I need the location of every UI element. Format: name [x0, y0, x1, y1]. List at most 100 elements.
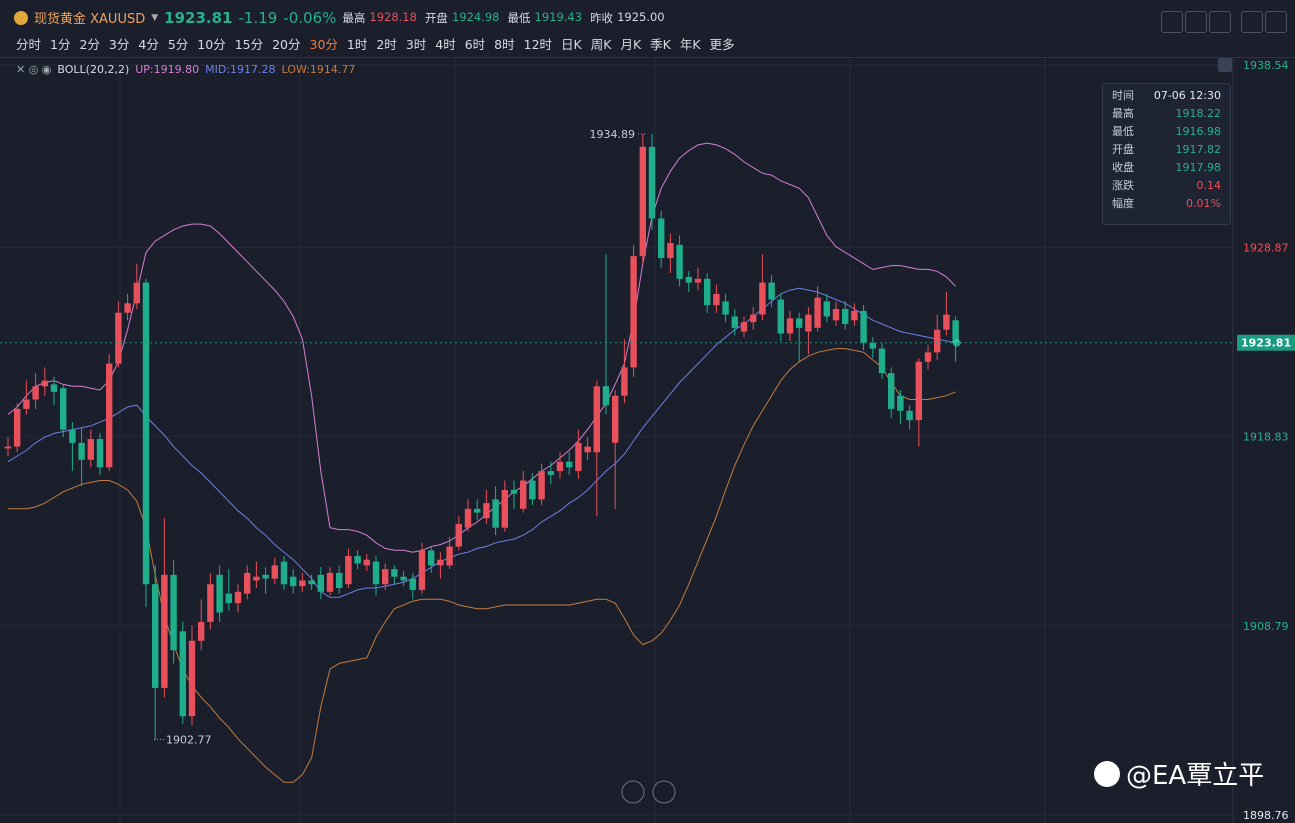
- candle-body: [382, 569, 389, 585]
- price-dot: [952, 338, 961, 347]
- candle-body: [14, 408, 21, 447]
- candle-body: [602, 386, 610, 406]
- tooltip-label: 涨跌: [1112, 179, 1134, 192]
- tooltip-label: 幅度: [1112, 197, 1134, 210]
- candle-body: [934, 329, 941, 353]
- expand-button[interactable]: [1241, 11, 1263, 33]
- candle-body: [786, 318, 794, 334]
- candle-body: [915, 361, 922, 421]
- timeframe[interactable]: 3时: [405, 37, 427, 52]
- stat-label: 最高: [342, 10, 366, 25]
- tooltip: 时间 07-06 12:30 最高 1918.22 最低 1916.98 开盘 1917.82…: [1102, 83, 1231, 225]
- candle-body: [676, 244, 683, 279]
- tooltip-row: 时间 07-06 12:30: [1103, 87, 1230, 105]
- candle-body: [943, 314, 950, 330]
- timeframe[interactable]: 月K: [620, 37, 642, 52]
- stat-value: 1924.98: [451, 9, 500, 24]
- candle-body: [704, 278, 711, 306]
- tooltip-value: 1917.98: [1175, 161, 1222, 174]
- timeframe[interactable]: 30分: [309, 37, 338, 52]
- tool-button[interactable]: [1185, 11, 1207, 33]
- candle-body: [667, 242, 674, 259]
- candle-body: [354, 555, 361, 564]
- candle-body: [400, 576, 407, 581]
- tool-button[interactable]: [1161, 11, 1183, 33]
- candle-body: [280, 561, 288, 585]
- nav-button[interactable]: [652, 780, 676, 804]
- watermark-text: @EA覃立平: [1126, 761, 1265, 791]
- timeframe[interactable]: 4时: [435, 37, 456, 52]
- candle-body: [888, 373, 895, 409]
- timeframe[interactable]: 1时: [346, 37, 368, 52]
- timeframe[interactable]: 1分: [50, 37, 71, 52]
- candle-body: [115, 312, 122, 364]
- price-tag: [1237, 334, 1295, 351]
- tooltip-label: 收盘: [1112, 161, 1134, 174]
- candle-body: [538, 471, 545, 500]
- change-pct: -0.06%: [283, 8, 337, 27]
- price-axis-bg: [1233, 58, 1295, 823]
- candle-body: [409, 578, 416, 590]
- fb-icon: [1094, 760, 1120, 787]
- legend-icons[interactable]: ✕ ◎ ◉: [16, 63, 52, 76]
- tool-button[interactable]: [1209, 11, 1231, 33]
- candle-body: [694, 278, 702, 283]
- indicator-legend: ✕ ◎ ◉ BOLL(20,2,2) UP:1919.80 MID:1917.28…: [16, 63, 355, 76]
- timeframe[interactable]: 2时: [376, 37, 397, 52]
- candle-body: [796, 318, 803, 328]
- timeframe[interactable]: 2分: [79, 37, 100, 52]
- candle-body: [648, 146, 656, 219]
- nav-button[interactable]: [621, 780, 645, 804]
- timeframe[interactable]: 8时: [494, 37, 515, 52]
- close-button[interactable]: [1265, 11, 1287, 33]
- candle-body: [336, 572, 343, 589]
- candle-body: [575, 442, 582, 472]
- candle-body: [777, 299, 784, 334]
- candle-body: [216, 574, 223, 613]
- candle-body: [78, 442, 85, 460]
- tooltip-value: 0.14: [1196, 179, 1222, 192]
- timeframe[interactable]: 日K: [561, 37, 582, 52]
- timeframe[interactable]: 分时: [16, 37, 42, 52]
- gold-icon: [14, 10, 28, 25]
- symbol[interactable]: 现货黄金 XAUUSD: [34, 12, 146, 27]
- tooltip-value: 1918.22: [1175, 107, 1222, 120]
- candle-body: [455, 523, 462, 547]
- candle-body: [345, 555, 352, 585]
- timeframe[interactable]: 12时: [523, 37, 553, 52]
- tooltip-value: 1916.98: [1175, 125, 1222, 138]
- candle-body: [584, 446, 591, 453]
- candle-body: [23, 399, 30, 409]
- candle-body: [612, 395, 619, 443]
- candle-body: [823, 301, 830, 317]
- candle-body: [299, 580, 306, 587]
- header: 现货黄金 XAUUSD ▼ 1923.81 -1.19 -0.06% 最高 1928…: [14, 8, 669, 27]
- timeframes: 分时 1分 2分 3分 4分 5分 10分 15分 20分 30分 1时 2时 3时 4时 6时 8时 12时日…: [16, 34, 735, 53]
- tooltip-row: 收盘 1917.98: [1103, 159, 1230, 177]
- timeframe[interactable]: 更多: [709, 37, 735, 52]
- band-legend: UP:1919.80: [135, 63, 200, 76]
- candle-body: [363, 559, 370, 566]
- candle-body: [244, 572, 251, 594]
- timeframe[interactable]: 3分: [108, 37, 130, 52]
- timeframe[interactable]: 周K: [590, 37, 612, 52]
- timeframe[interactable]: 5分: [167, 37, 189, 52]
- timeframe[interactable]: 4分: [138, 37, 159, 52]
- timeframe[interactable]: 年K: [679, 37, 701, 52]
- timeframe[interactable]: 季K: [650, 37, 671, 52]
- indicator-name: BOLL(20,2,2): [57, 63, 130, 76]
- candle-body: [685, 276, 692, 283]
- candle-body: [805, 314, 812, 332]
- timeframe[interactable]: 15分: [234, 37, 264, 52]
- timeframe[interactable]: 20分: [272, 37, 301, 52]
- candle-body: [759, 282, 766, 315]
- candle-body: [446, 546, 453, 566]
- candle-body: [170, 574, 177, 651]
- timeframe[interactable]: 10分: [197, 37, 226, 52]
- timeframe[interactable]: 6时: [464, 37, 486, 52]
- y-tick-label: 1918.83: [1243, 431, 1289, 444]
- tooltip-value: 07-06 12:30: [1153, 89, 1221, 102]
- y-tick-label: 1908.79: [1243, 620, 1289, 633]
- candle-body: [483, 503, 490, 519]
- candle-body: [50, 384, 58, 392]
